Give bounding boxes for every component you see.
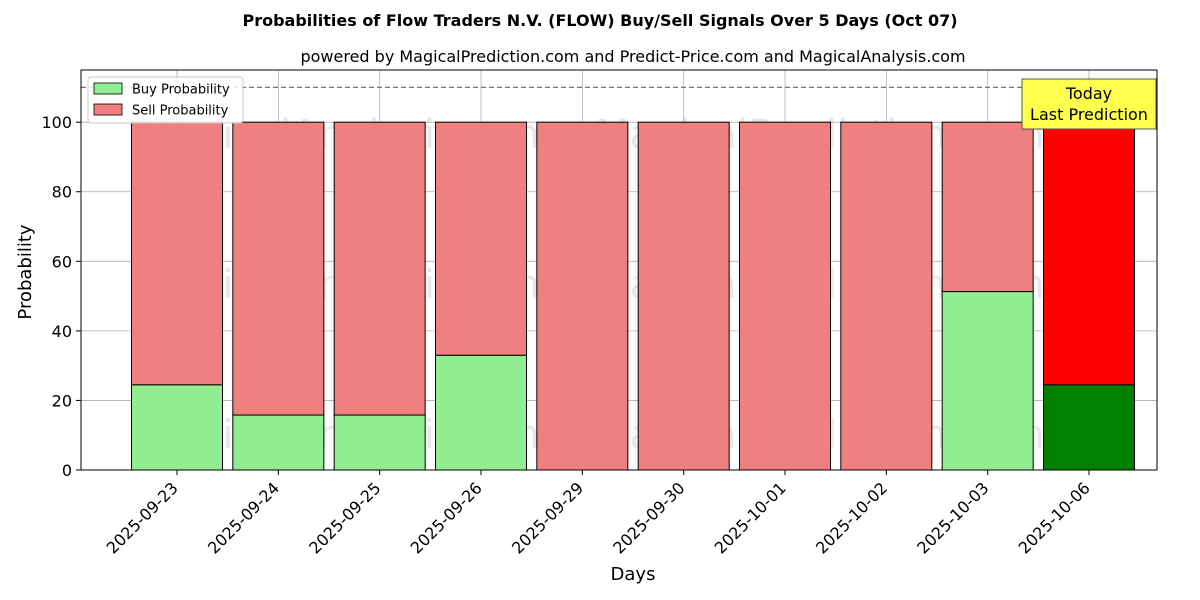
chart-title: Probabilities of Flow Traders N.V. (FLOW…: [242, 11, 957, 30]
bar-buy-2025-10-06: [1043, 384, 1135, 471]
legend-swatch-buy: [93, 82, 123, 95]
bar-buy-2025-09-25: [333, 414, 426, 471]
x-tick-label-2025-09-30: 2025-09-30: [609, 478, 688, 557]
chart-subtitle: powered by MagicalPrediction.com and Pre…: [300, 47, 965, 66]
legend-swatch-sell: [93, 103, 123, 116]
y-tick-label-40: 40: [52, 322, 72, 341]
annotation-line-1: Today: [1065, 84, 1112, 103]
bar-sell-2025-09-23: [131, 121, 223, 386]
x-tick-label-2025-09-24: 2025-09-24: [204, 478, 283, 557]
x-tick-label-2025-09-23: 2025-09-23: [103, 478, 182, 557]
x-tick-label-2025-09-26: 2025-09-26: [407, 478, 486, 557]
bar-sell-2025-09-26: [435, 121, 527, 356]
bar-buy-2025-09-23: [131, 384, 223, 471]
bar-sell-2025-09-24: [232, 121, 325, 416]
legend-label-buy: Buy Probability: [132, 83, 230, 98]
bar-sell-2025-10-03: [941, 121, 1034, 293]
legend-label-sell: Sell Probability: [132, 104, 229, 119]
bar-buy-2025-09-24: [232, 414, 325, 471]
bar-sell-2025-10-01: [739, 121, 831, 471]
x-tick-label-2025-09-29: 2025-09-29: [508, 478, 587, 557]
bar-buy-2025-09-26: [435, 354, 527, 471]
bar-sell-2025-09-30: [637, 121, 730, 471]
bar-buy-2025-10-03: [941, 291, 1034, 471]
y-ticks: 0 20 40 60 80 100: [41, 113, 81, 480]
bar-sell-2025-09-25: [333, 121, 426, 416]
annotation-line-2: Last Prediction: [1030, 105, 1148, 124]
x-tick-label-2025-10-02: 2025-10-02: [812, 478, 891, 557]
x-axis-label: Days: [611, 564, 656, 585]
x-ticks: 2025-09-23 2025-09-24 2025-09-25 2025-09-26…: [103, 470, 1094, 558]
y-tick-label-0: 0: [62, 461, 72, 480]
x-tick-label-2025-10-06: 2025-10-06: [1015, 478, 1094, 557]
y-tick-label-100: 100: [41, 113, 72, 132]
y-tick-label-60: 60: [52, 252, 72, 271]
bars-layer: [131, 121, 1135, 471]
y-tick-label-20: 20: [52, 391, 72, 410]
annotation-box: [1021, 78, 1157, 130]
x-tick-label-2025-09-25: 2025-09-25: [305, 478, 384, 557]
bar-sell-2025-10-06: [1043, 121, 1135, 386]
bar-sell-2025-10-02: [840, 121, 933, 471]
plot-frame: [80, 69, 1158, 471]
y-axis-label: Probability: [15, 224, 36, 319]
x-tick-label-2025-10-03: 2025-10-03: [913, 478, 992, 557]
y-tick-label-80: 80: [52, 183, 72, 202]
legend: Buy Probability Sell Probability: [87, 76, 244, 124]
x-tick-label-2025-10-01: 2025-10-01: [711, 478, 790, 557]
today-annotation: Today Last Prediction: [1021, 78, 1157, 130]
bar-sell-2025-09-29: [536, 121, 629, 471]
legend-frame: [87, 76, 244, 124]
